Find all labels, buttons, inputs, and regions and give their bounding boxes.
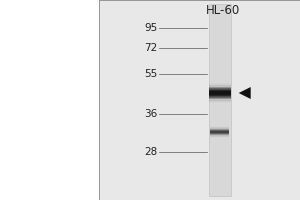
- Bar: [208, 92, 231, 93]
- Bar: [210, 136, 229, 138]
- Bar: [99, 0, 300, 200]
- Bar: [210, 128, 229, 129]
- Bar: [210, 135, 229, 136]
- Bar: [208, 83, 231, 85]
- Bar: [210, 136, 229, 137]
- Bar: [208, 96, 231, 98]
- Bar: [210, 130, 229, 131]
- Text: 72: 72: [145, 43, 158, 53]
- Bar: [208, 99, 231, 100]
- Bar: [210, 127, 229, 128]
- Bar: [210, 131, 229, 132]
- Bar: [210, 129, 229, 130]
- Bar: [210, 133, 229, 134]
- Text: 95: 95: [145, 23, 158, 33]
- Text: 55: 55: [145, 69, 158, 79]
- Bar: [208, 91, 231, 92]
- Bar: [208, 84, 231, 85]
- Bar: [208, 93, 231, 95]
- Bar: [208, 95, 231, 96]
- Bar: [210, 134, 229, 135]
- Bar: [208, 100, 231, 101]
- Bar: [208, 90, 231, 91]
- Bar: [210, 127, 229, 129]
- Bar: [208, 86, 231, 87]
- Bar: [210, 133, 229, 134]
- Bar: [208, 90, 231, 91]
- Bar: [208, 88, 231, 90]
- Bar: [208, 101, 231, 103]
- Text: HL-60: HL-60: [206, 3, 240, 17]
- Bar: [208, 85, 231, 86]
- Bar: [210, 135, 229, 137]
- Bar: [208, 94, 231, 95]
- Text: 28: 28: [145, 147, 158, 157]
- Bar: [208, 98, 231, 99]
- Bar: [208, 93, 231, 94]
- Polygon shape: [239, 87, 251, 99]
- Bar: [208, 100, 231, 101]
- Bar: [208, 101, 231, 102]
- Bar: [208, 91, 231, 93]
- Bar: [210, 132, 229, 133]
- Bar: [210, 130, 229, 131]
- Bar: [208, 96, 231, 97]
- Bar: [210, 134, 229, 135]
- Bar: [208, 97, 231, 98]
- Bar: [208, 89, 231, 90]
- Text: 36: 36: [145, 109, 158, 119]
- Bar: [210, 129, 229, 130]
- Bar: [210, 132, 229, 133]
- Bar: [208, 88, 231, 89]
- Bar: [210, 126, 229, 128]
- Bar: [210, 131, 229, 132]
- Bar: [208, 87, 231, 88]
- Bar: [208, 4, 231, 196]
- Bar: [208, 95, 231, 96]
- Bar: [208, 98, 231, 99]
- Bar: [208, 85, 231, 86]
- Bar: [208, 87, 231, 88]
